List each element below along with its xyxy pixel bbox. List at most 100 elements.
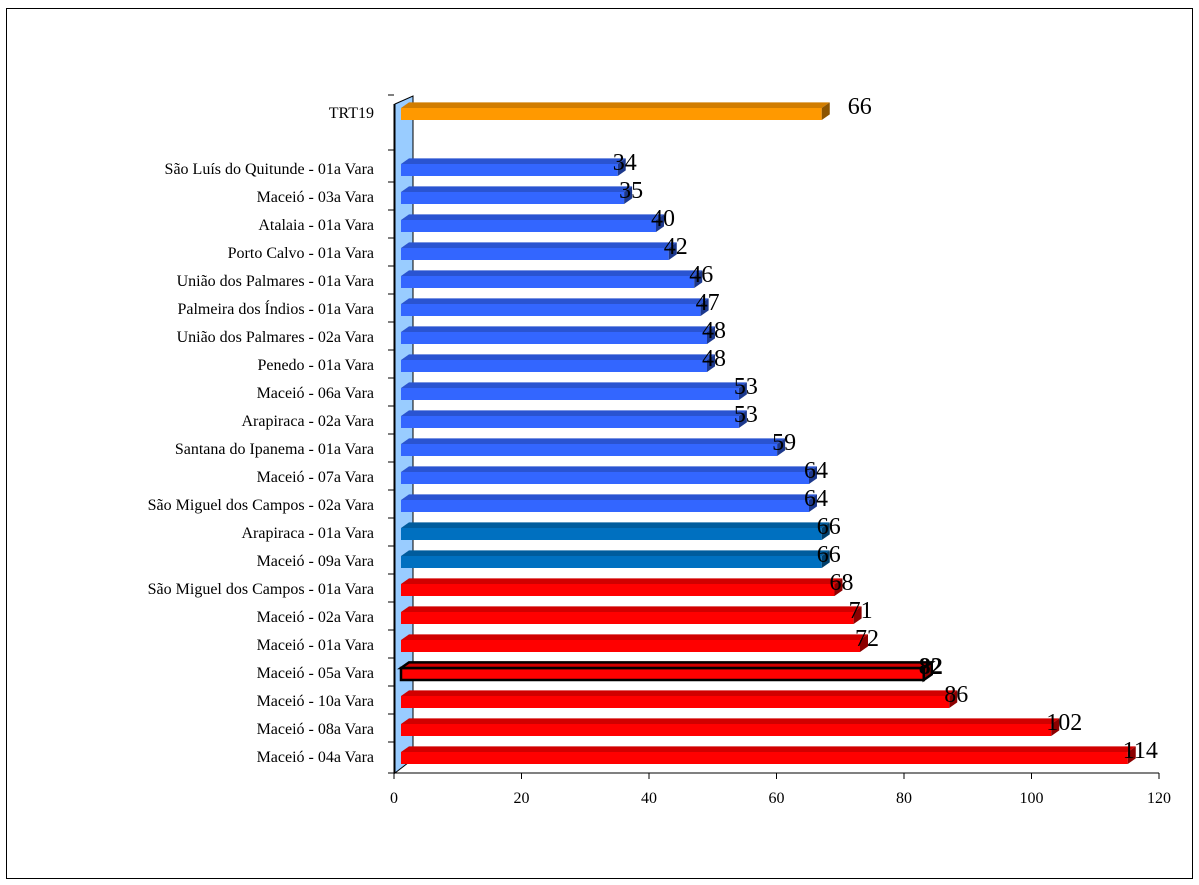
data-label: 34 bbox=[613, 150, 637, 176]
data-label: 102 bbox=[1046, 710, 1082, 736]
bar-end-face bbox=[834, 578, 843, 596]
category-label: São Miguel dos Campos - 01a Vara bbox=[148, 581, 374, 598]
data-label: 64 bbox=[804, 458, 828, 484]
category-label: Arapiraca - 01a Vara bbox=[241, 525, 374, 542]
bar-end-face bbox=[700, 298, 709, 316]
category-label: Maceió - 07a Vara bbox=[257, 469, 374, 486]
bar-top-face bbox=[401, 718, 1060, 724]
bar bbox=[401, 724, 1052, 736]
category-label: Santana do Ipanema - 01a Vara bbox=[175, 441, 374, 458]
data-label: 48 bbox=[702, 346, 726, 372]
bar bbox=[401, 528, 822, 540]
bar-top-face bbox=[401, 354, 715, 360]
data-label: 71 bbox=[849, 598, 873, 624]
bar-top-face bbox=[401, 382, 747, 388]
bar-end-face bbox=[624, 186, 633, 204]
bar-top-face bbox=[401, 186, 633, 192]
category-label: União dos Palmares - 02a Vara bbox=[177, 329, 374, 346]
category-label: Maceió - 08a Vara bbox=[257, 721, 374, 738]
data-label: 35 bbox=[619, 178, 643, 204]
data-label: 114 bbox=[1123, 738, 1158, 764]
data-label: 86 bbox=[944, 682, 968, 708]
bar-end-face bbox=[949, 690, 958, 708]
bar-top-face bbox=[401, 158, 626, 164]
data-label: 66 bbox=[817, 514, 841, 540]
bar bbox=[401, 332, 707, 344]
category-label: Maceió - 01a Vara bbox=[257, 637, 374, 654]
bar-end-face bbox=[922, 659, 933, 683]
bar bbox=[401, 192, 625, 204]
category-label: União dos Palmares - 01a Vara bbox=[177, 273, 374, 290]
bar bbox=[401, 276, 695, 288]
bar-end-face bbox=[707, 354, 715, 372]
x-tick-label: 80 bbox=[896, 790, 912, 807]
bar-top-face bbox=[401, 634, 868, 640]
bar bbox=[401, 612, 854, 624]
bar-top-face bbox=[401, 214, 664, 220]
x-tick-label: 120 bbox=[1147, 790, 1171, 807]
bar-end-face bbox=[821, 550, 830, 568]
bar-top-face bbox=[401, 410, 747, 416]
bar-top-face bbox=[401, 494, 817, 500]
bar bbox=[401, 444, 778, 456]
bar bbox=[401, 472, 809, 484]
bar bbox=[401, 556, 822, 568]
bar-end-face bbox=[738, 382, 747, 400]
x-tick-label: 100 bbox=[1020, 790, 1044, 807]
bar bbox=[401, 248, 669, 260]
data-label: 68 bbox=[830, 570, 854, 596]
category-label: TRT19 bbox=[329, 105, 374, 122]
x-tick-label: 60 bbox=[769, 790, 785, 807]
bar-end-face bbox=[809, 466, 817, 484]
bar-end-face bbox=[738, 410, 747, 428]
data-label: 53 bbox=[734, 402, 758, 428]
x-tick-label: 40 bbox=[641, 790, 657, 807]
bar bbox=[401, 696, 950, 708]
category-label: Maceió - 02a Vara bbox=[257, 609, 374, 626]
bar-end-face bbox=[694, 270, 703, 288]
bar-top-face bbox=[401, 690, 958, 696]
bar bbox=[401, 108, 822, 120]
bar bbox=[401, 164, 618, 176]
x-tick-label: 20 bbox=[514, 790, 530, 807]
data-label: 46 bbox=[689, 262, 713, 288]
bar bbox=[401, 752, 1128, 764]
data-label: 53 bbox=[734, 374, 758, 400]
category-label: Arapiraca - 02a Vara bbox=[241, 413, 374, 430]
category-label: Penedo - 01a Vara bbox=[257, 357, 374, 374]
bar-top-face bbox=[401, 270, 703, 276]
data-label: 72 bbox=[855, 626, 879, 652]
data-label: 82 bbox=[919, 654, 943, 680]
data-label: 66 bbox=[817, 542, 841, 568]
bar-top-face bbox=[401, 746, 1136, 752]
bar bbox=[401, 304, 701, 316]
category-label: Maceió - 06a Vara bbox=[257, 385, 374, 402]
bar-end-face bbox=[1127, 746, 1136, 764]
bar-end-face bbox=[668, 242, 677, 260]
bar-top-face bbox=[401, 466, 817, 472]
bar bbox=[401, 640, 860, 652]
bar-top-face bbox=[397, 661, 936, 670]
category-label: Maceió - 03a Vara bbox=[257, 189, 374, 206]
bar-end-face bbox=[707, 326, 715, 344]
bar-end-face bbox=[821, 102, 830, 120]
bar-top-face bbox=[401, 438, 786, 444]
bar bbox=[401, 416, 739, 428]
bar-end-face bbox=[656, 214, 664, 232]
data-label: 47 bbox=[696, 290, 720, 316]
data-label: 48 bbox=[702, 318, 726, 344]
bar-end-face bbox=[617, 158, 626, 176]
bar-top-face bbox=[401, 578, 843, 584]
bar bbox=[401, 584, 835, 596]
bar-top-face bbox=[401, 522, 830, 528]
bar-end-face bbox=[1051, 718, 1060, 736]
bar bbox=[399, 666, 925, 682]
bar-top-face bbox=[401, 326, 715, 332]
category-label: Maceió - 10a Vara bbox=[257, 693, 374, 710]
category-label: Maceió - 05a Vara bbox=[257, 665, 374, 682]
bar-top-face bbox=[401, 242, 677, 248]
bar-end-face bbox=[860, 634, 868, 652]
category-label: Atalaia - 01a Vara bbox=[258, 217, 374, 234]
bar-top-face bbox=[401, 102, 830, 108]
bar-end-face bbox=[853, 606, 862, 624]
